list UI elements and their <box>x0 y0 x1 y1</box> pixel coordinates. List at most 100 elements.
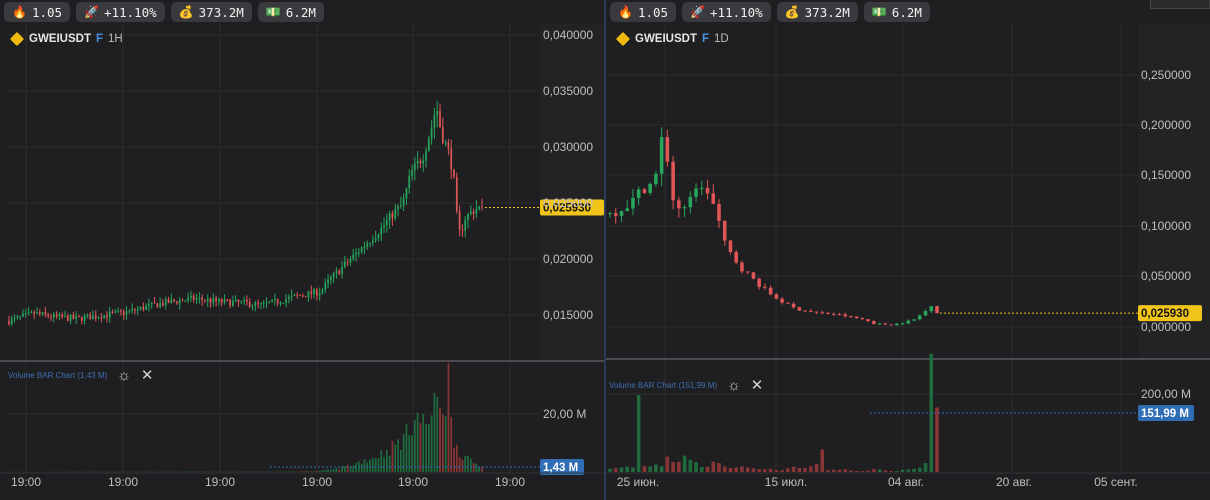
candle-body <box>33 311 36 314</box>
candle-body <box>402 198 405 206</box>
volume-bar <box>349 466 352 472</box>
candle-body <box>439 110 441 128</box>
candle-body <box>688 196 693 208</box>
candle-body <box>820 312 825 314</box>
candle-body <box>307 291 310 298</box>
candle-body <box>302 295 304 297</box>
candle-body <box>282 302 285 304</box>
volume-bar <box>444 416 447 472</box>
candle-body <box>413 163 416 171</box>
candle-body <box>52 314 55 318</box>
candle-body <box>72 315 75 319</box>
volume-bar <box>441 414 444 472</box>
volume-bar <box>310 471 313 472</box>
candle-body <box>705 187 710 194</box>
volume-bar <box>335 468 338 472</box>
volume-bar <box>464 456 467 472</box>
volume-bar <box>405 423 408 472</box>
stat-pill-rocket[interactable]: 🚀 +11.10% <box>76 2 165 22</box>
candle-body <box>329 277 332 280</box>
candle-body <box>318 293 321 296</box>
symbol-name: GWEIUSDT <box>29 33 91 45</box>
candlestick-chart-1d[interactable]: 0,025930 0,250000 0,200000 0,150000 0,100000… <box>606 0 1210 500</box>
candle-body <box>220 299 223 303</box>
stat-value: 6.2M <box>891 4 922 20</box>
volume-title-text: Volume BAR Chart (1,43 M) <box>8 370 108 380</box>
price-tick-label: 0,150000 <box>1141 168 1191 182</box>
volume-bar <box>654 464 658 472</box>
candlestick-chart-1h[interactable]: 0,025930 0,040000 0,035000 0,030000 0,025000… <box>0 0 604 500</box>
candle-body <box>659 137 664 174</box>
stat-pill-money-bag[interactable]: 💰 373.2M <box>776 2 858 22</box>
volume-bar <box>728 468 733 472</box>
close-icon[interactable]: ✕ <box>140 367 154 384</box>
candle-body <box>472 211 475 214</box>
price-tick-label: 0,025000 <box>543 196 593 210</box>
stat-pill-money-bag[interactable]: 💰 373.2M <box>170 2 252 22</box>
price-tag-box <box>1138 305 1202 322</box>
stats-bar: 🔥 1.05 🚀 +11.10% 💰 373.2M 💵 6.2M <box>606 0 1210 24</box>
candle-body <box>648 183 652 193</box>
volume-bar <box>745 467 750 472</box>
candle-body <box>411 170 413 176</box>
volume-bar <box>397 439 399 472</box>
volume-bar <box>774 470 779 472</box>
volume-bar <box>329 469 332 472</box>
candle-body <box>757 278 761 287</box>
settings-sun-icon[interactable]: ☼ <box>117 366 131 384</box>
volume-bar <box>450 416 453 472</box>
volume-bar <box>900 469 905 472</box>
candle-body <box>363 246 366 248</box>
close-icon[interactable]: ✕ <box>750 377 764 394</box>
candle-body <box>763 286 767 288</box>
volume-indicator-title: Volume BAR Chart (151,99 M) ☼ ✕ <box>609 376 764 395</box>
stat-pill-fire[interactable]: 🔥 1.05 <box>610 2 677 22</box>
candle-body <box>383 224 385 228</box>
candle-body <box>346 261 349 263</box>
candle-body <box>13 317 16 319</box>
candle-body <box>103 315 106 319</box>
candle-body <box>167 299 170 303</box>
volume-bar <box>889 471 893 472</box>
chart-pane-1h[interactable]: 🔥 1.05 🚀 +11.10% 💰 373.2M 💵 6.2M 0,025930 0,0… <box>0 0 604 500</box>
timeframe-label: 1D <box>714 33 729 45</box>
pane-divider[interactable] <box>604 0 606 500</box>
candle-body <box>117 310 120 312</box>
volume-bar <box>453 447 455 472</box>
volume-bar <box>912 468 916 472</box>
chart-pane-1d[interactable]: 🔥 1.05 🚀 +11.10% 💰 373.2M 💵 6.2M 0,025930 0,2… <box>606 0 1210 500</box>
candle-body <box>237 299 240 302</box>
price-tag: 0,025930 <box>543 202 591 214</box>
volume-bar <box>302 471 304 472</box>
volume-bar <box>447 363 450 472</box>
rocket-icon: 🚀 <box>84 5 100 19</box>
time-tick-label: 19:00 <box>495 475 525 489</box>
candle-body <box>229 299 231 306</box>
candle-body <box>447 142 450 149</box>
candle-body <box>164 299 167 306</box>
candle-body <box>786 302 790 304</box>
candle-body <box>187 297 189 301</box>
candle-body <box>251 305 254 307</box>
candle-body <box>450 148 453 170</box>
stat-pill-cash[interactable]: 💵 6.2M <box>863 2 930 22</box>
candle-body <box>860 318 865 320</box>
candle-body <box>106 315 108 318</box>
volume-bar <box>895 471 899 472</box>
candle-body <box>397 205 399 210</box>
binance-logo-icon <box>615 31 631 47</box>
candle-body <box>889 324 893 326</box>
stat-pill-fire[interactable]: 🔥 1.05 <box>4 2 71 22</box>
stat-pill-cash[interactable]: 💵 6.2M <box>257 2 324 22</box>
volume-bar <box>705 466 710 472</box>
candle-body <box>419 160 422 164</box>
candle-body <box>111 311 114 313</box>
candle-body <box>360 247 363 253</box>
candle-body <box>458 211 461 230</box>
volume-bar <box>648 466 652 472</box>
candle-body <box>55 314 58 317</box>
settings-sun-icon[interactable]: ☼ <box>727 376 741 394</box>
candle-body <box>265 302 268 304</box>
stat-pill-rocket[interactable]: 🚀 +11.10% <box>682 2 771 22</box>
candle-body <box>619 211 624 216</box>
